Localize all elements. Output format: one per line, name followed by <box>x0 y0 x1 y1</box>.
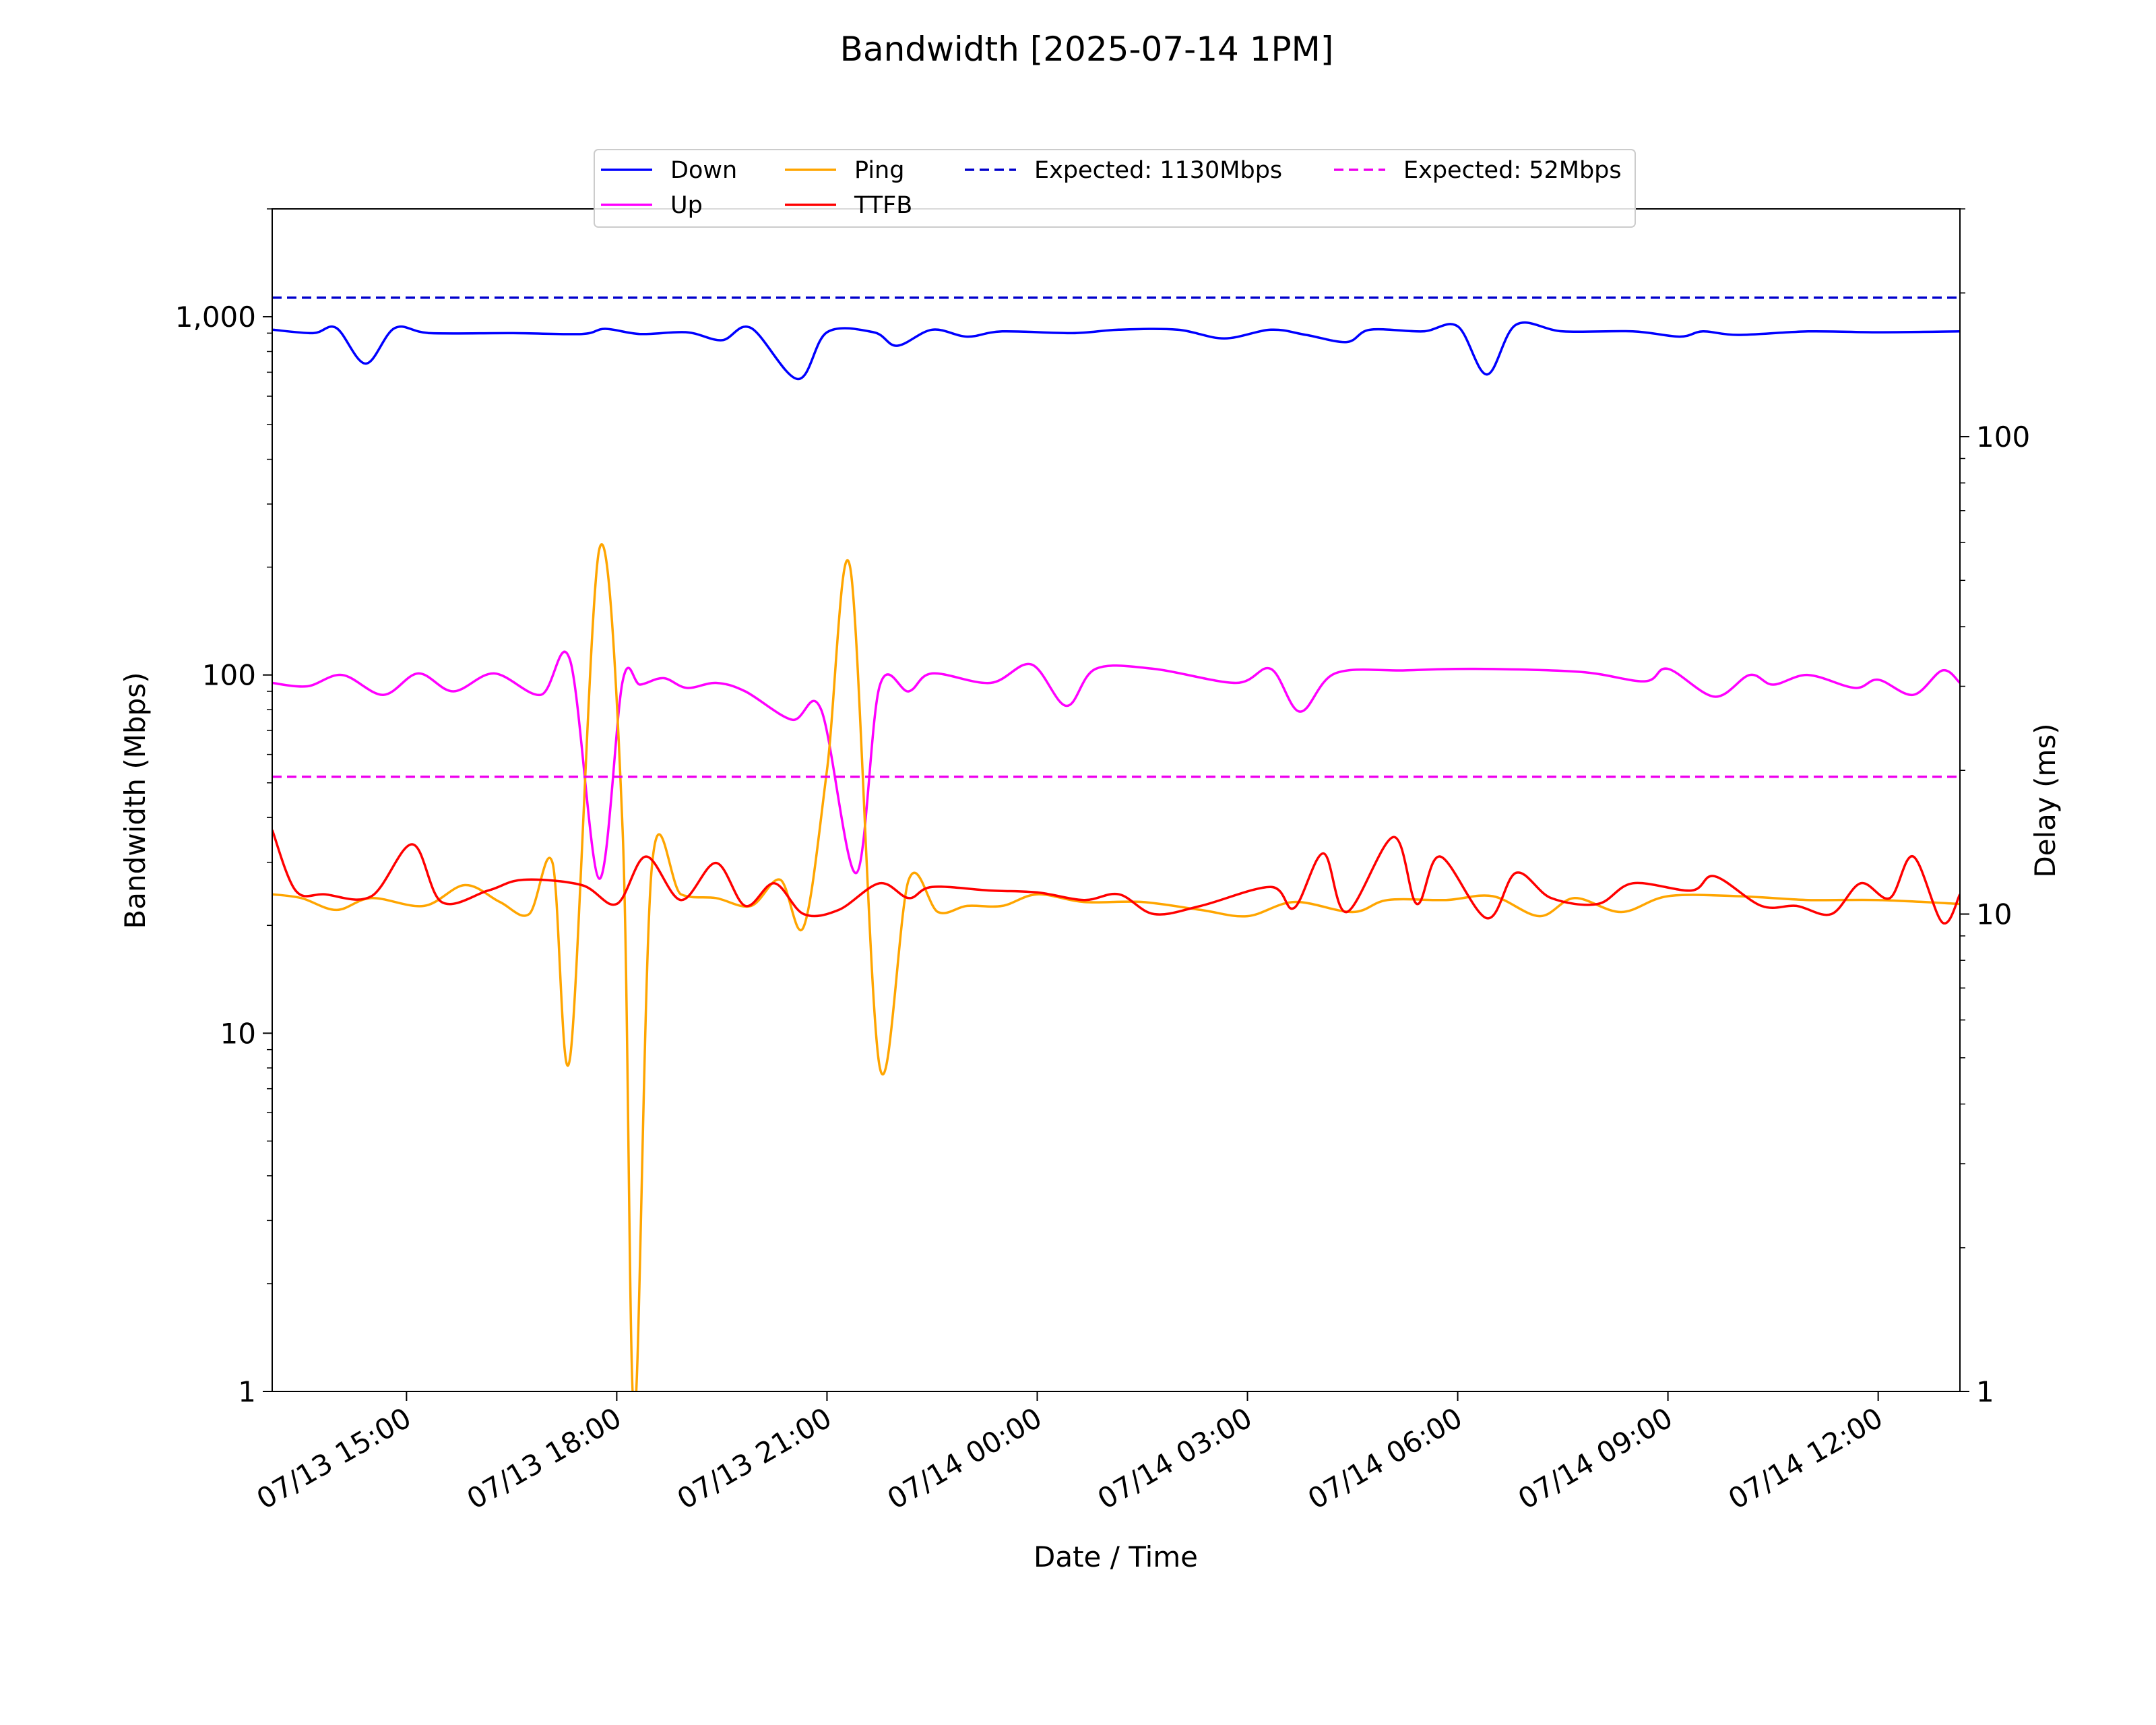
legend-label-expected-1130mbps: Expected: 1130Mbps <box>1034 157 1282 184</box>
legend-label-up: Up <box>670 192 703 219</box>
series-down <box>272 321 1960 381</box>
y-tick-label: 1,000 <box>175 301 256 334</box>
series-up <box>272 650 1960 880</box>
y-tick-label: 100 <box>202 659 256 692</box>
x-axis-label: Date / Time <box>1034 1540 1198 1573</box>
legend-box <box>594 149 1636 228</box>
legend-label-ttfb: TTFB <box>854 192 912 219</box>
y-tick-label: 1 <box>1976 1375 1994 1408</box>
plot-area <box>272 296 1960 1391</box>
y-tick-label: 10 <box>220 1017 256 1050</box>
right-y-axis: 1 10 100 <box>1960 208 2030 1408</box>
legend: Down Up Ping TTFB Expected: 1130Mbps Expected… <box>594 149 1636 228</box>
right-y-axis-label: Delay (ms) <box>2029 723 2062 877</box>
y-tick-label: 10 <box>1976 898 2012 931</box>
y-tick-label: 100 <box>1976 420 2030 453</box>
series-ttfb <box>272 829 1960 925</box>
legend-label-ping: Ping <box>854 157 904 184</box>
legend-label-down: Down <box>670 157 737 184</box>
y-tick-label: 1 <box>238 1375 256 1408</box>
left-y-axis: 1 10 100 1,000 <box>175 208 272 1408</box>
series-ping <box>272 543 1960 1391</box>
legend-label-expected-52mbps: Expected: 52Mbps <box>1403 157 1622 184</box>
left-y-axis-label: Bandwidth (Mbps) <box>119 672 152 929</box>
chart-title: Bandwidth [2025-07-14 1PM] <box>840 30 1334 69</box>
